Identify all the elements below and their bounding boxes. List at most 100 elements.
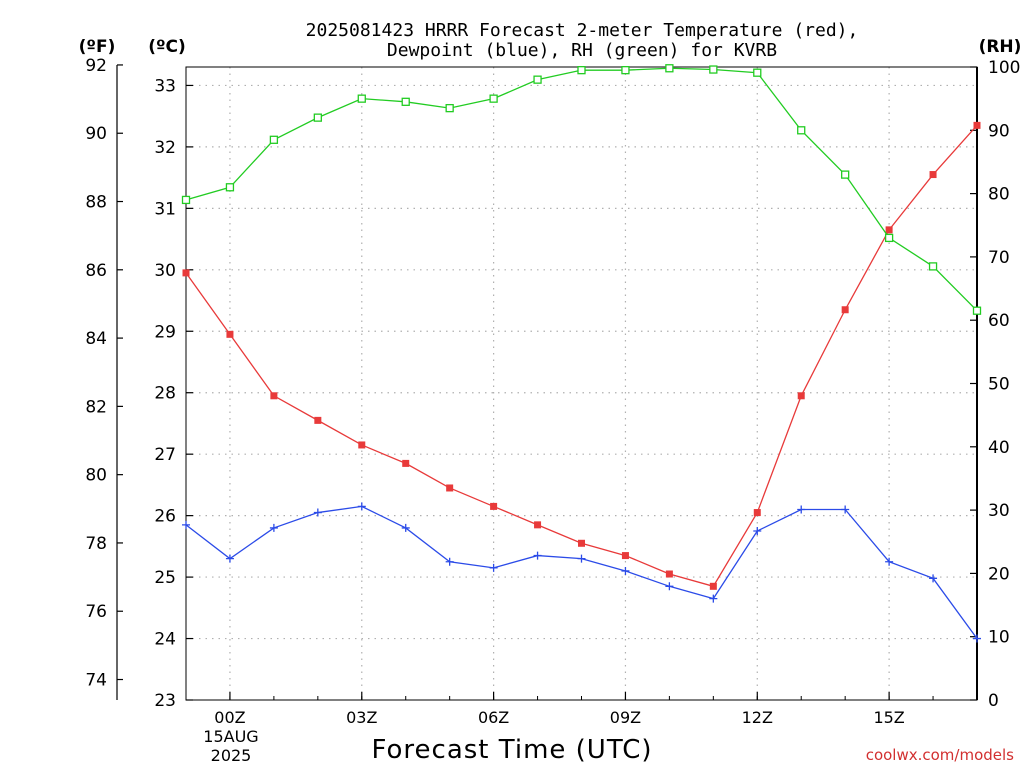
series-layer <box>181 64 982 643</box>
temperature-point <box>973 121 981 129</box>
temperature-point <box>885 226 893 234</box>
dewpoint-point <box>753 526 762 535</box>
celsius-tick-label: 30 <box>154 261 176 281</box>
dewpoint-line <box>185 505 978 639</box>
fahrenheit-tick-label: 80 <box>85 466 107 486</box>
fahrenheit-tick-label: 76 <box>85 602 107 622</box>
dewpoint-point <box>357 502 366 511</box>
temperature-point <box>929 171 937 179</box>
rh-tick-label: 0 <box>988 691 999 711</box>
fahrenheit-tick-label: 90 <box>85 124 107 144</box>
celsius-tick-label: 33 <box>154 76 176 96</box>
axes: 74 76 78 80 82 84 86 88 90 92 23 24 25 26 27 28 29 30 31 32… <box>85 56 1020 727</box>
temperature-point <box>314 416 322 424</box>
relative-humidity-point <box>533 75 542 84</box>
celsius-tick-label: 31 <box>154 199 176 219</box>
relative-humidity-point <box>313 113 322 122</box>
dewpoint-point <box>841 505 850 514</box>
rh-tick-label: 20 <box>988 564 1010 584</box>
dewpoint-point <box>973 634 981 643</box>
chart-title-line1: 2025081423 HRRR Forecast 2-meter Tempera… <box>306 20 859 41</box>
dewpoint-point <box>797 505 806 514</box>
fahrenheit-tick-label: 78 <box>85 534 107 554</box>
fahrenheit-tick-label: 84 <box>85 329 107 349</box>
rh-tick-label: 70 <box>988 248 1010 268</box>
fahrenheit-unit-label: (ºF) <box>79 37 116 57</box>
temperature-point <box>797 392 805 400</box>
relative-humidity-point <box>577 66 586 75</box>
temperature-point <box>665 570 673 578</box>
dewpoint-point <box>401 523 410 532</box>
celsius-tick-label: 29 <box>154 322 176 342</box>
temperature-point <box>534 521 542 529</box>
relative-humidity-point <box>181 195 191 205</box>
celsius-tick-label: 25 <box>154 568 176 588</box>
temperature-point <box>621 552 629 560</box>
fahrenheit-tick-label: 92 <box>85 56 107 76</box>
celsius-unit-label: (ºC) <box>148 37 186 57</box>
relative-humidity-point <box>357 94 366 103</box>
x-tick-label: 03Z <box>346 708 377 727</box>
dewpoint-point <box>225 554 234 563</box>
dewpoint-point <box>533 551 542 560</box>
x-tick-label: 09Z <box>610 708 641 727</box>
grid-lines <box>186 67 977 700</box>
relative-humidity-point <box>928 262 938 271</box>
rh-tick-label: 60 <box>988 311 1010 331</box>
fahrenheit-tick-label: 74 <box>85 671 107 691</box>
rh-tick-label: 90 <box>988 121 1010 141</box>
rh-tick-label: 80 <box>988 185 1010 205</box>
rh-unit-label: (RH) <box>979 37 1022 57</box>
relative-humidity-point <box>884 233 894 243</box>
rh-tick-label: 100 <box>988 58 1020 78</box>
temperature-point <box>446 484 454 492</box>
temperature-point <box>578 539 585 547</box>
x-tick-label: 15Z <box>873 708 904 727</box>
relative-humidity-line <box>185 67 978 312</box>
date-label-line1: 15AUG <box>203 727 258 746</box>
dewpoint-point <box>313 508 322 517</box>
dewpoint-point <box>885 557 894 566</box>
credit-text: coolwx.com/models <box>866 746 1014 764</box>
temperature-point <box>841 306 849 314</box>
celsius-tick-label: 28 <box>154 384 176 404</box>
dewpoint-point <box>577 554 586 563</box>
x-tick-label: 06Z <box>478 708 509 727</box>
temperature-point <box>402 459 410 467</box>
dewpoint-point <box>929 574 938 583</box>
fahrenheit-tick-label: 88 <box>85 193 107 213</box>
fahrenheit-tick-label: 86 <box>85 261 107 281</box>
relative-humidity-point <box>841 170 850 179</box>
x-axis-label: Forecast Time (UTC) <box>371 735 652 765</box>
celsius-tick-label: 24 <box>154 630 176 650</box>
relative-humidity-point <box>401 97 410 106</box>
rh-tick-label: 50 <box>988 375 1010 395</box>
plot-frame <box>185 66 978 701</box>
x-tick-label: 00Z <box>214 708 245 727</box>
dewpoint-point <box>665 582 674 591</box>
temperature-point <box>490 502 498 510</box>
dewpoint-point <box>489 563 498 572</box>
celsius-tick-label: 23 <box>154 691 176 711</box>
relative-humidity-point <box>225 183 235 192</box>
relative-humidity-point <box>753 68 762 77</box>
relative-humidity-point <box>797 126 806 135</box>
dewpoint-point <box>621 566 630 575</box>
relative-humidity-point <box>621 66 630 75</box>
celsius-tick-label: 32 <box>154 138 176 158</box>
temperature-point <box>753 509 761 517</box>
relative-humidity-point <box>972 306 982 315</box>
temperature-point <box>358 441 366 449</box>
dewpoint-point <box>709 594 718 603</box>
dewpoint-point <box>445 557 454 566</box>
celsius-tick-label: 27 <box>154 445 176 465</box>
temperature-point <box>270 392 278 400</box>
temperature-point <box>709 582 717 590</box>
fahrenheit-tick-label: 82 <box>85 397 107 417</box>
relative-humidity-point <box>269 135 279 144</box>
relative-humidity-point <box>665 64 674 73</box>
x-tick-label: 12Z <box>742 708 773 727</box>
date-label-line2: 2025 <box>211 746 252 765</box>
dewpoint-point <box>182 520 190 529</box>
